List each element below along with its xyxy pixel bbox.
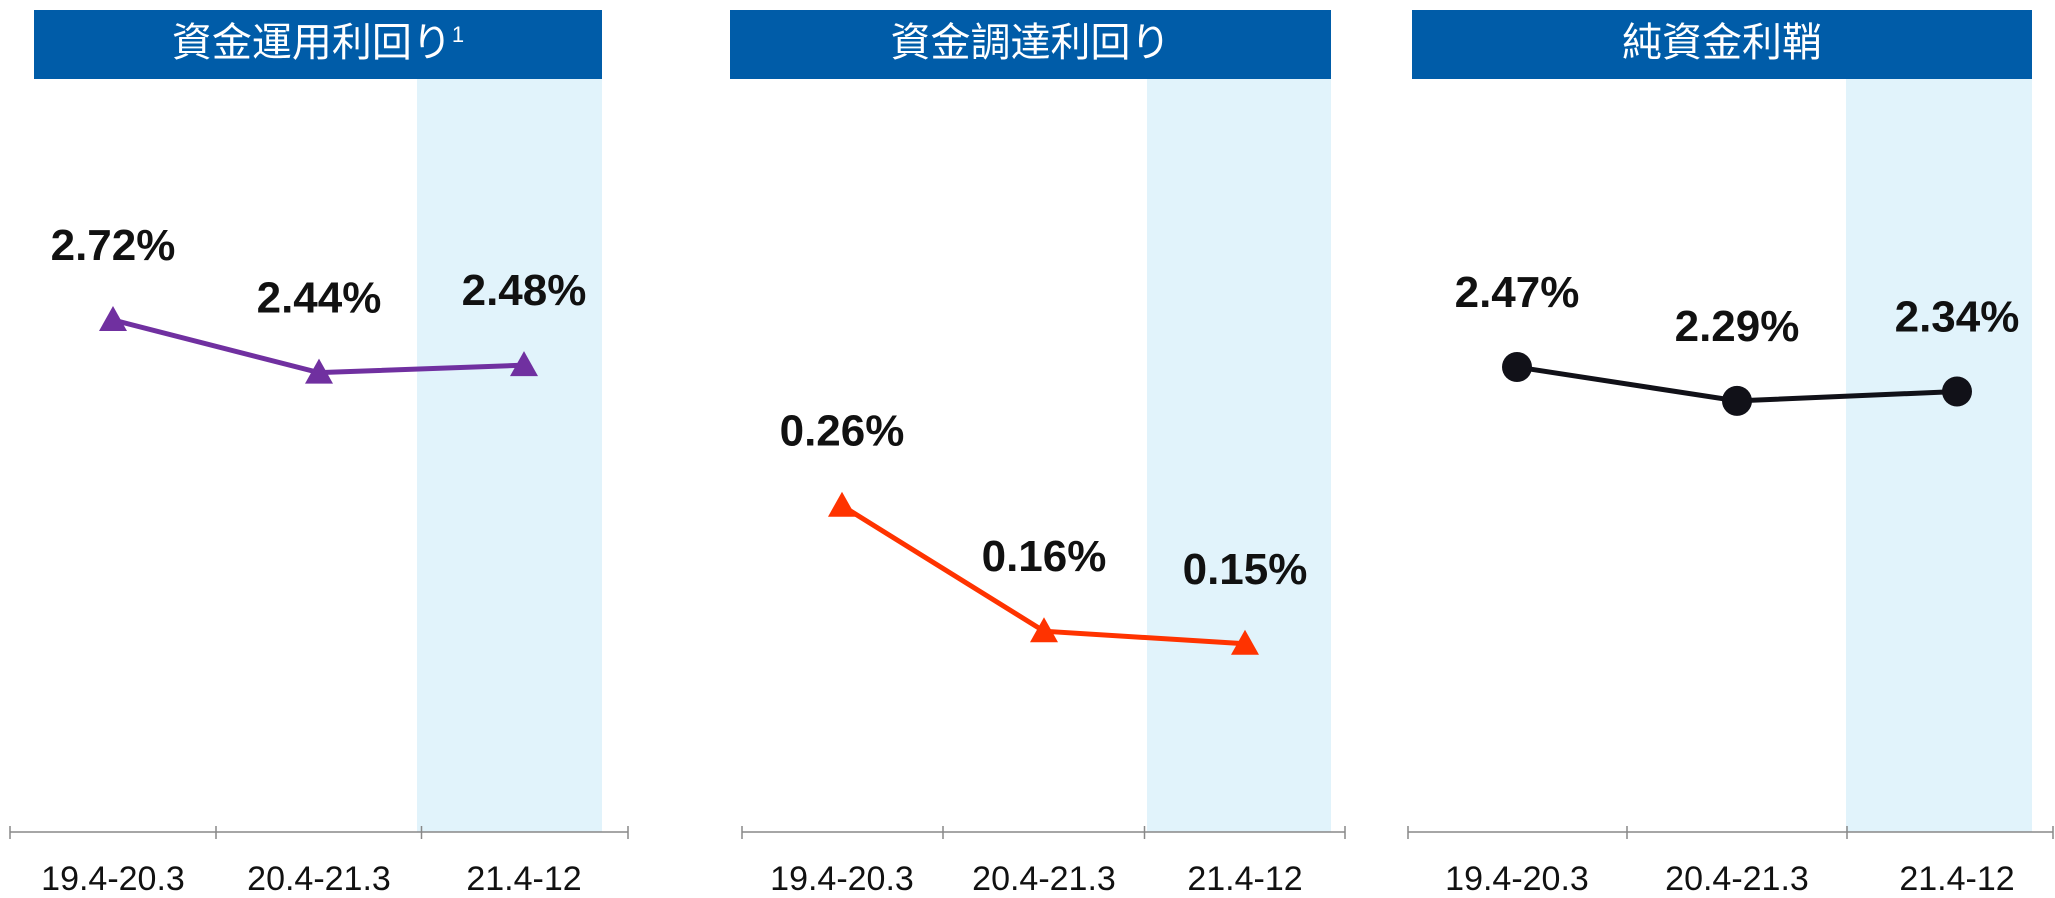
point-marker — [828, 491, 856, 517]
highlight-band — [417, 79, 602, 832]
chart-title: 資金運用利回り1 — [172, 21, 464, 65]
chart-header — [730, 10, 1331, 79]
data-label: 2.29% — [1675, 302, 1800, 351]
data-label: 0.26% — [780, 407, 905, 456]
point-marker — [1942, 376, 1972, 407]
chart-title-text: 純資金利鞘 — [1622, 21, 1822, 65]
point-marker — [1030, 617, 1058, 643]
x-tick-label: 20.4-21.3 — [972, 860, 1116, 898]
x-tick-label: 19.4-20.3 — [770, 860, 914, 898]
data-label: 0.16% — [982, 532, 1107, 581]
point-marker — [99, 305, 127, 331]
x-tick-label: 21.4-12 — [466, 860, 581, 898]
data-label: 2.47% — [1455, 268, 1580, 317]
data-label: 2.44% — [257, 274, 382, 323]
x-tick-label: 20.4-21.3 — [247, 860, 391, 898]
point-marker — [510, 351, 538, 377]
x-tick-label: 20.4-21.3 — [1665, 860, 1809, 898]
x-tick-label: 19.4-20.3 — [41, 860, 185, 898]
point-marker — [305, 358, 333, 384]
x-tick-label: 21.4-12 — [1899, 860, 2014, 898]
data-label: 0.15% — [1183, 545, 1308, 594]
x-tick-label: 19.4-20.3 — [1445, 860, 1589, 898]
chart-header — [34, 10, 602, 79]
data-label: 2.72% — [51, 221, 176, 270]
highlight-band — [1846, 79, 2032, 832]
chart-title-superscript: 1 — [452, 22, 464, 47]
chart-title-text: 資金運用利回り — [172, 21, 452, 65]
point-marker — [1502, 352, 1532, 383]
data-label: 2.48% — [462, 266, 587, 315]
chart-title: 純資金利鞘 — [1622, 21, 1822, 65]
data-label: 2.34% — [1895, 292, 2020, 341]
point-marker — [1722, 385, 1752, 416]
chart-header — [1412, 10, 2032, 79]
x-tick-label: 21.4-12 — [1187, 860, 1302, 898]
chart-title-text: 資金調達利回り — [891, 21, 1171, 65]
point-marker — [1231, 629, 1259, 655]
highlight-band — [1147, 79, 1331, 832]
chart-title: 資金調達利回り — [891, 21, 1171, 65]
